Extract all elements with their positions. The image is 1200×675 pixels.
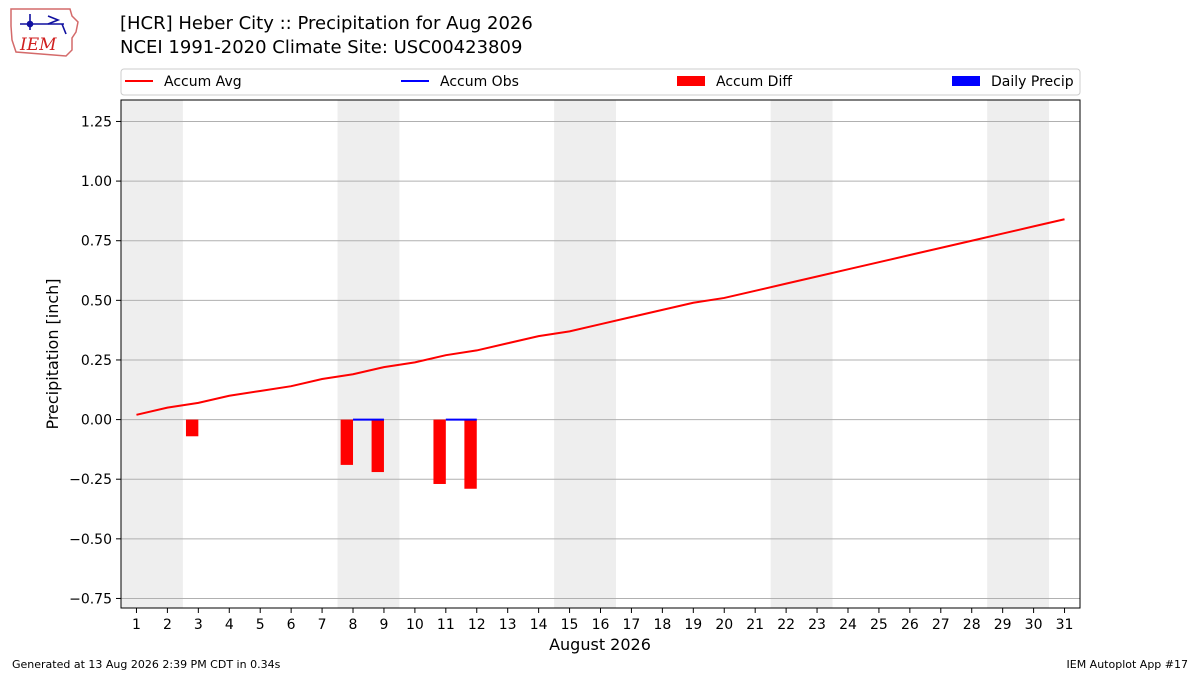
legend-box [120, 68, 1081, 96]
legend-label-accum-obs: Accum Obs [440, 74, 519, 90]
x-tick-label: 18 [653, 617, 671, 633]
grid-lines [121, 120, 1080, 599]
x-tick-label: 3 [194, 617, 203, 633]
legend-swatch-accum-diff [677, 76, 705, 86]
legend-label-daily-precip: Daily Precip [991, 74, 1074, 90]
y-axis-label: Precipitation [inch] [43, 278, 62, 429]
accum-avg-line [136, 218, 1065, 416]
accum-diff-bar [464, 419, 477, 489]
y-tick-label: 0.00 [81, 413, 112, 429]
x-axis-label: August 2026 [549, 635, 651, 654]
accum-diff-bar [185, 419, 199, 437]
y-tick-label: 1.00 [81, 174, 112, 190]
weekend-shading [121, 100, 1050, 608]
x-tick-label: 5 [256, 617, 265, 633]
plot-frame [120, 99, 1081, 609]
accum-diff-bar [371, 419, 384, 473]
bars [185, 419, 477, 489]
y-tick-label: −0.50 [69, 532, 112, 548]
chart-subtitle: NCEI 1991-2020 Climate Site: USC00423809 [120, 37, 523, 58]
x-tick-label: 22 [777, 617, 795, 633]
x-tick-label: 14 [530, 617, 548, 633]
logo-text: IEM [19, 35, 57, 55]
x-tick-label: 4 [225, 617, 234, 633]
legend-swatch-daily-precip [952, 76, 980, 86]
x-tick-label: 25 [870, 617, 888, 633]
x-tick-label: 6 [287, 617, 296, 633]
weather-station-icon [20, 14, 67, 35]
accum-diff-bar [340, 419, 354, 465]
y-tick-label: 0.25 [81, 353, 112, 369]
iem-logo: IEM [10, 8, 79, 57]
x-tick-label: 31 [1056, 617, 1074, 633]
lines [136, 218, 1065, 421]
x-tick-label: 28 [963, 617, 981, 633]
x-tick-label: 17 [623, 617, 641, 633]
x-tick-label: 13 [499, 617, 517, 633]
x-tick-label: 27 [932, 617, 950, 633]
weekend-shade [770, 100, 833, 608]
x-tick-label: 26 [901, 617, 919, 633]
iowa-outline-icon [10, 8, 79, 57]
weekend-shade [337, 100, 400, 608]
x-tick-label: 2 [163, 617, 172, 633]
chart-title: [HCR] Heber City :: Precipitation for Au… [120, 13, 533, 34]
x-tick-label: 1 [132, 617, 141, 633]
x-tick-label: 29 [994, 617, 1012, 633]
x-tick-label: 19 [684, 617, 702, 633]
y-tick-label: 0.50 [81, 293, 112, 309]
x-tick-label: 7 [318, 617, 327, 633]
y-tick-label: 1.25 [81, 114, 112, 130]
y-axis-ticks: −0.75 −0.50 −0.25 0.00 0.25 0.50 0.75 1.00 1.25 [69, 114, 121, 607]
generated-timestamp: Generated at 13 Aug 2026 2:39 PM CDT in … [12, 658, 281, 671]
x-tick-label: 16 [592, 617, 610, 633]
y-tick-label: −0.75 [69, 591, 112, 607]
weekend-shade [554, 100, 616, 608]
legend-label-accum-avg: Accum Avg [164, 74, 242, 90]
weekend-shade [987, 100, 1050, 608]
x-tick-label: 11 [437, 617, 455, 633]
legend-label-accum-diff: Accum Diff [716, 74, 792, 90]
x-tick-label: 10 [406, 617, 424, 633]
accum-diff-bar [433, 419, 446, 484]
app-credit: IEM Autoplot App #17 [1066, 658, 1189, 671]
weekend-shade [121, 100, 183, 608]
x-tick-label: 15 [561, 617, 579, 633]
y-tick-label: 0.75 [81, 234, 112, 250]
x-tick-label: 20 [715, 617, 733, 633]
x-tick-label: 23 [808, 617, 826, 633]
y-tick-label: −0.25 [69, 472, 112, 488]
x-tick-label: 21 [746, 617, 764, 633]
x-tick-label: 12 [468, 617, 486, 633]
x-axis-ticks: 1 2 3 4 5 6 7 8 9 10 11 12 13 14 15 16 17 18 19 20 21 22 23 24 2… [132, 608, 1073, 633]
x-tick-label: 8 [349, 617, 358, 633]
x-tick-label: 24 [839, 617, 857, 633]
x-tick-label: 9 [379, 617, 388, 633]
x-tick-label: 30 [1025, 617, 1043, 633]
legend: Accum Avg Accum Obs Accum Diff Daily Pre… [120, 68, 1081, 96]
